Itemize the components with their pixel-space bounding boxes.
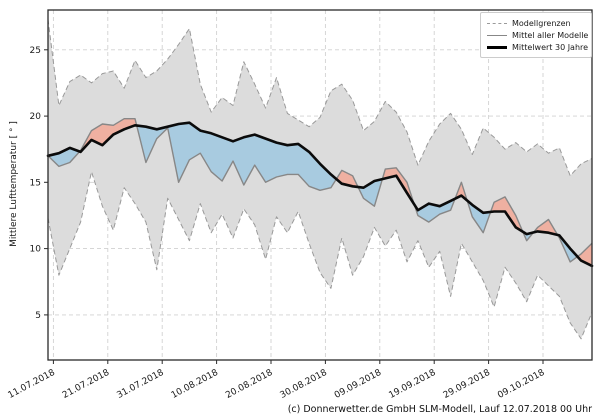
thick-black-line-icon — [487, 45, 507, 49]
legend-item-modellgrenzen: Modellgrenzen — [487, 17, 587, 29]
copyright-caption: (c) Donnerwetter.de GmbH SLM-Modell, Lau… — [287, 404, 592, 415]
svg-text:19.09.2018: 19.09.2018 — [387, 368, 437, 401]
solid-gray-line-icon — [487, 34, 507, 36]
svg-text:20: 20 — [30, 112, 42, 122]
legend-label: Mittel aller Modelle — [512, 30, 589, 40]
svg-text:29.09.2018: 29.09.2018 — [442, 368, 492, 401]
y-axis-label: Mittlere Lufttemperatur [ ° ] — [9, 121, 19, 247]
legend-label: Modellgrenzen — [512, 18, 571, 28]
legend: Modellgrenzen Mittel aller Modelle Mitte… — [480, 12, 592, 58]
legend-item-mittel-aller-modelle: Mittel aller Modelle — [487, 29, 589, 41]
svg-text:10: 10 — [30, 245, 42, 255]
svg-text:10.08.2018: 10.08.2018 — [170, 368, 220, 401]
svg-text:5: 5 — [35, 311, 41, 321]
svg-text:30.08.2018: 30.08.2018 — [279, 368, 329, 401]
svg-text:11.07.2018: 11.07.2018 — [7, 368, 57, 401]
svg-text:20.08.2018: 20.08.2018 — [224, 368, 274, 401]
svg-text:09.09.2018: 09.09.2018 — [333, 368, 383, 401]
dashed-line-icon — [487, 22, 507, 24]
svg-text:31.07.2018: 31.07.2018 — [115, 368, 165, 401]
legend-label: Mittelwert 30 Jahre — [512, 42, 589, 52]
svg-text:21.07.2018: 21.07.2018 — [61, 368, 111, 401]
svg-text:15: 15 — [30, 178, 41, 188]
svg-text:25: 25 — [30, 46, 41, 56]
svg-text:09.10.2018: 09.10.2018 — [496, 368, 546, 401]
legend-item-mittelwert-30-jahre: Mittelwert 30 Jahre — [487, 41, 589, 53]
